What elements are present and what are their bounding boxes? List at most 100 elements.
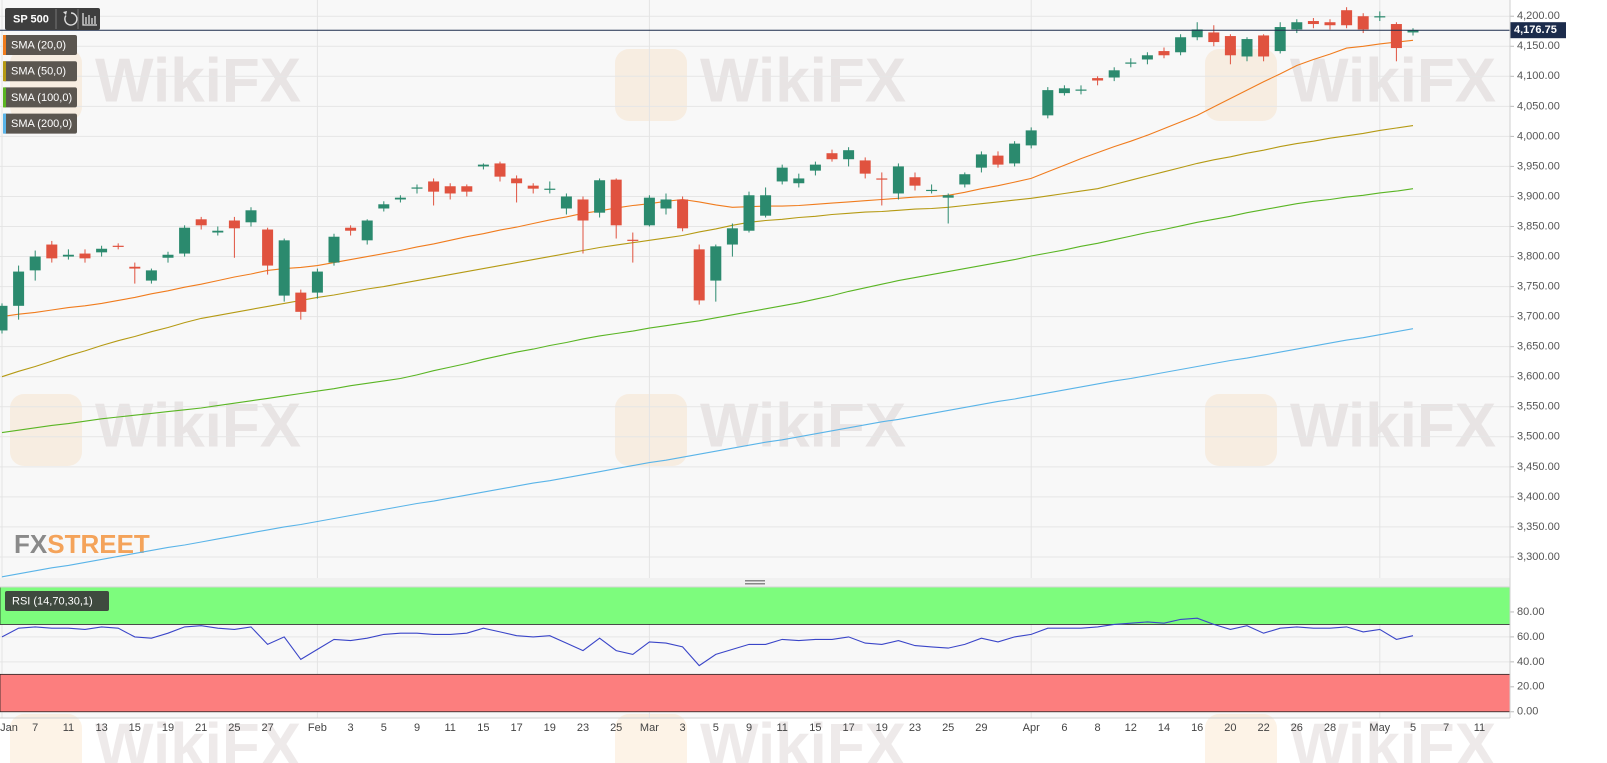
x-tick-label: 15 bbox=[477, 722, 489, 734]
divider-handle[interactable] bbox=[745, 583, 765, 585]
candle-body bbox=[394, 197, 406, 200]
watermark-icon bbox=[1205, 394, 1277, 466]
legend-label: SMA (200,0) bbox=[11, 118, 72, 130]
y-tick-label: 80.00 bbox=[1517, 606, 1545, 618]
x-tick-label: 16 bbox=[1191, 722, 1203, 734]
watermark-icon bbox=[615, 49, 687, 121]
legend-label: SMA (50,0) bbox=[11, 66, 66, 78]
candle-body bbox=[992, 155, 1004, 165]
candle-body bbox=[809, 164, 821, 171]
y-tick-label: 3,450.00 bbox=[1517, 461, 1560, 473]
candle-body bbox=[1141, 55, 1153, 60]
candle-body bbox=[444, 186, 456, 194]
candle-body bbox=[295, 292, 307, 312]
x-tick-label: 5 bbox=[713, 722, 719, 734]
rsi-line bbox=[1, 617, 1414, 667]
legend-swatch bbox=[3, 87, 6, 108]
x-tick-label: 29 bbox=[975, 722, 987, 734]
candle-body bbox=[278, 240, 290, 296]
symbol-box[interactable]: SP 500 bbox=[5, 8, 100, 30]
divider-handle[interactable] bbox=[745, 580, 765, 582]
candle-body bbox=[527, 185, 539, 189]
rsi-band bbox=[0, 586, 1511, 625]
x-tick-label: 23 bbox=[909, 722, 921, 734]
sma-line bbox=[1, 125, 1414, 378]
candle-body bbox=[378, 204, 390, 209]
candle-body bbox=[29, 256, 41, 271]
candle-body bbox=[129, 266, 141, 269]
legend-label: SMA (100,0) bbox=[11, 92, 72, 104]
watermark-icon bbox=[1205, 714, 1277, 763]
legend-box[interactable] bbox=[3, 87, 77, 108]
watermark: WikiFX bbox=[95, 711, 301, 763]
chart-type-icon[interactable] bbox=[82, 13, 97, 26]
candle-body bbox=[560, 196, 572, 209]
y-tick-label: 3,800.00 bbox=[1517, 250, 1560, 262]
x-tick-label: 9 bbox=[746, 722, 752, 734]
legend-swatch bbox=[3, 61, 6, 82]
candle-body bbox=[361, 220, 373, 241]
sma-line bbox=[1, 328, 1414, 578]
candle-body bbox=[793, 178, 805, 184]
candle-body bbox=[876, 178, 888, 180]
y-tick-label: 3,350.00 bbox=[1517, 521, 1560, 533]
sma-line bbox=[1, 188, 1414, 434]
legend-box[interactable] bbox=[3, 61, 77, 82]
watermark: WikiFX bbox=[1290, 46, 1496, 115]
x-tick-label: 11 bbox=[444, 722, 455, 734]
candle-body bbox=[760, 195, 772, 216]
legend-box[interactable] bbox=[3, 113, 77, 134]
y-tick-label: 3,550.00 bbox=[1517, 401, 1560, 413]
candle-body bbox=[1341, 10, 1353, 26]
x-tick-label: 11 bbox=[63, 722, 74, 734]
x-tick-label: 7 bbox=[1443, 722, 1449, 734]
x-tick-label: 7 bbox=[32, 722, 38, 734]
x-tick-label: 11 bbox=[776, 722, 787, 734]
x-tick-label: 20 bbox=[1224, 722, 1236, 734]
background-layer: WikiFX WikiFX WikiFX WikiFX WikiFX WikiFX Wiki… bbox=[0, 0, 1514, 763]
last-price-label: 4,176.75 bbox=[1514, 24, 1557, 36]
watermark: WikiFX bbox=[95, 46, 301, 115]
x-tick-label: 19 bbox=[544, 722, 556, 734]
candle-body bbox=[311, 271, 323, 293]
x-tick-label: 21 bbox=[195, 722, 207, 734]
watermark-icon bbox=[615, 394, 687, 466]
candle-body bbox=[411, 187, 423, 189]
price-pane bbox=[0, 0, 1510, 578]
symbol-box-bg bbox=[5, 8, 100, 30]
y-tick-label: 20.00 bbox=[1517, 681, 1545, 693]
sma-line bbox=[1, 39, 1414, 318]
candle-body bbox=[262, 229, 274, 266]
y-tick-label: 3,850.00 bbox=[1517, 220, 1560, 232]
legend-box[interactable] bbox=[5, 591, 109, 611]
x-tick-label: Mar bbox=[640, 722, 659, 734]
candle-body bbox=[1092, 78, 1104, 81]
candle-body bbox=[826, 153, 838, 160]
candle-body bbox=[594, 180, 606, 213]
legend-swatch bbox=[3, 35, 6, 55]
candle-body bbox=[1274, 27, 1286, 52]
candle-body bbox=[1058, 88, 1070, 94]
x-tick-label: 25 bbox=[610, 722, 622, 734]
candle-body bbox=[577, 199, 589, 221]
legend-box[interactable] bbox=[3, 35, 77, 55]
candle-body bbox=[1307, 21, 1319, 25]
candle-body bbox=[228, 220, 240, 229]
chart-title: SP 500 bbox=[13, 13, 49, 25]
candle-body bbox=[13, 271, 25, 306]
logo-part: STREET bbox=[47, 529, 150, 559]
x-tick-label: 27 bbox=[261, 722, 273, 734]
candle-body bbox=[859, 160, 871, 174]
refresh-icon[interactable] bbox=[64, 12, 78, 26]
x-tick-label: 6 bbox=[1061, 722, 1067, 734]
y-tick-label: 3,650.00 bbox=[1517, 341, 1560, 353]
candle-body bbox=[975, 154, 987, 168]
x-tick-label: 25 bbox=[942, 722, 954, 734]
candle-body bbox=[710, 246, 722, 281]
marks-layer: 3,300.00 3,350.00 3,400.00 3,450.00 3,500.00… bbox=[0, 7, 1566, 734]
y-tick-label: 4,200.00 bbox=[1517, 10, 1560, 22]
x-tick-label: Jan bbox=[0, 722, 18, 734]
candle-body bbox=[926, 189, 938, 192]
